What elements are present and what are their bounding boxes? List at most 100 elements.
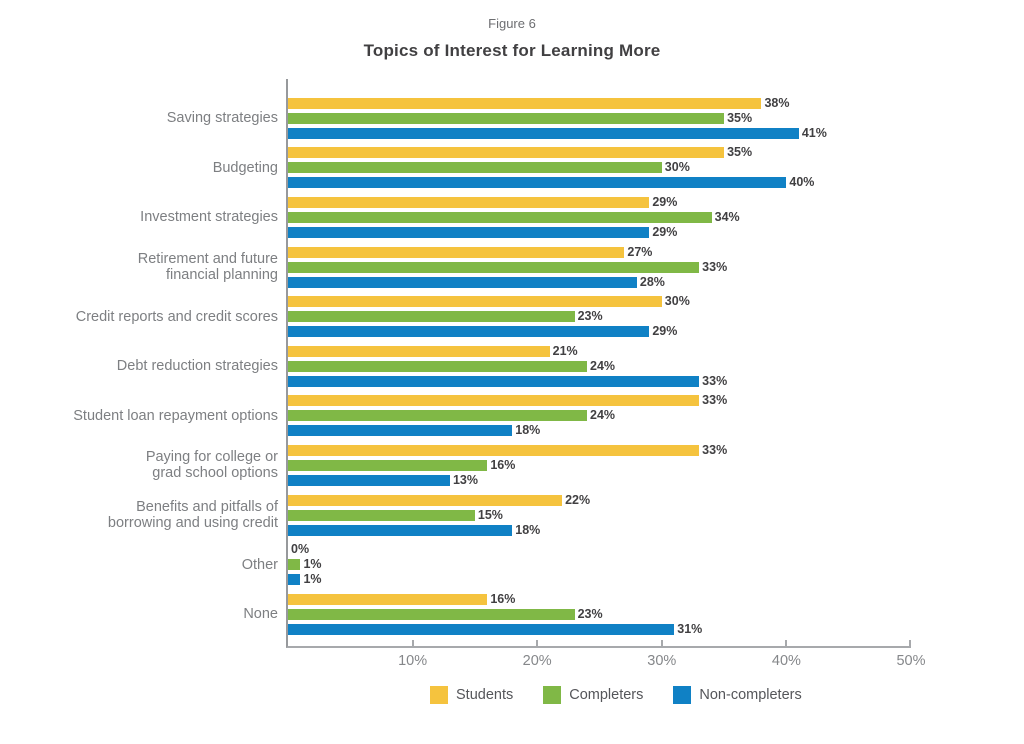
x-axis-tick	[785, 640, 788, 646]
category-label: Retirement and future financial planning	[137, 251, 278, 283]
bar-completers	[288, 162, 662, 174]
bar-value-label: 0%	[291, 542, 310, 557]
bar-non-completers	[288, 524, 513, 536]
bar-students	[288, 246, 625, 258]
x-axis-tick-label: 50%	[896, 653, 926, 669]
category-label: Debt reduction strategies	[116, 358, 278, 375]
bar-students	[288, 196, 650, 208]
category-label: Saving strategies	[166, 110, 278, 127]
bar-non-completers	[288, 623, 675, 635]
bar-value-label: 16%	[490, 457, 516, 472]
bar-value-label: 40%	[789, 175, 815, 190]
x-axis-tick-label: 40%	[771, 653, 801, 669]
bar-value-label: 1%	[303, 557, 322, 572]
legend-item-non-completers: Non-completers	[673, 686, 802, 704]
x-axis-tick	[660, 640, 663, 646]
bar-non-completers	[288, 276, 637, 288]
bar-non-completers	[288, 574, 301, 586]
bar-students	[288, 444, 700, 456]
legend-item-students: Students	[430, 686, 513, 704]
x-axis-tick	[411, 640, 414, 646]
bar-value-label: 18%	[515, 423, 541, 438]
figure-label: Figure 6	[488, 16, 536, 31]
x-axis-tick-label: 30%	[647, 653, 677, 669]
bar-non-completers	[288, 177, 787, 189]
bar-value-label: 41%	[801, 125, 827, 140]
bar-completers	[288, 360, 588, 372]
bar-students	[288, 395, 700, 407]
bar-value-label: 1%	[303, 572, 322, 587]
bar-completers	[288, 261, 700, 273]
bar-value-label: 33%	[702, 373, 728, 388]
bar-value-label: 33%	[702, 393, 728, 408]
bar-value-label: 27%	[627, 244, 653, 259]
bar-value-label: 29%	[652, 194, 678, 209]
bar-non-completers	[288, 127, 799, 139]
bar-value-label: 24%	[590, 358, 616, 373]
bar-completers	[288, 559, 301, 571]
bar-value-label: 34%	[714, 209, 740, 224]
legend-label: Completers	[569, 687, 644, 703]
legend: Students Completers Non-completers	[430, 686, 802, 704]
category-label: Budgeting	[212, 159, 278, 176]
bar-value-label: 35%	[727, 145, 753, 160]
category-label: None	[243, 606, 278, 623]
bar-value-label: 18%	[515, 522, 541, 537]
bar-students	[288, 97, 762, 109]
bar-value-label: 15%	[477, 507, 503, 522]
plot-area: 38% 35% 41% 35% 30% 40% 29% 34% 29% 27% 33% 28% 30% 2…	[286, 79, 911, 648]
bar-value-label: 24%	[590, 408, 616, 423]
bar-value-label: 28%	[639, 274, 665, 289]
bar-completers	[288, 211, 712, 223]
bar-value-label: 29%	[652, 324, 678, 339]
bar-value-label: 33%	[702, 259, 728, 274]
legend-swatch	[430, 686, 448, 704]
bar-value-label: 16%	[490, 591, 516, 606]
bar-completers	[288, 410, 588, 422]
bar-students	[288, 593, 488, 605]
category-label: Paying for college or grad school option…	[145, 449, 278, 482]
category-label: Benefits and pitfalls of borrowing and u…	[107, 499, 278, 531]
category-labels: Saving strategies Budgeting Investment str…	[0, 79, 278, 648]
category-label: Other	[241, 556, 278, 573]
bar-non-completers	[288, 326, 650, 338]
bar-completers	[288, 311, 575, 323]
x-axis-tick-label: 10%	[398, 653, 428, 669]
category-label: Credit reports and credit scores	[75, 308, 278, 325]
legend-label: Non-completers	[699, 687, 802, 703]
bar-value-label: 38%	[764, 95, 790, 110]
bar-value-label: 30%	[664, 160, 690, 175]
bar-completers	[288, 608, 575, 620]
category-label: Investment strategies	[140, 209, 278, 226]
chart-title: Topics of Interest for Learning More	[363, 41, 661, 60]
legend-item-completers: Completers	[543, 686, 643, 704]
legend-label: Students	[456, 687, 514, 703]
bar-completers	[288, 112, 725, 124]
bar-non-completers	[288, 425, 513, 437]
bar-value-label: 31%	[677, 621, 703, 636]
bar-students	[288, 147, 725, 159]
bar-value-label: 33%	[702, 442, 728, 457]
bar-completers	[288, 459, 488, 471]
bar-value-label: 23%	[577, 606, 603, 621]
bar-value-label: 13%	[452, 472, 478, 487]
x-axis-tick-label: 20%	[522, 653, 552, 669]
legend-swatch	[543, 686, 562, 704]
legend-swatch	[673, 686, 692, 704]
bar-value-label: 21%	[552, 343, 578, 358]
x-axis-tick	[536, 640, 539, 646]
bar-value-label: 35%	[727, 110, 753, 125]
bar-value-label: 29%	[652, 224, 678, 239]
bar-non-completers	[288, 375, 700, 387]
bar-students	[288, 345, 550, 357]
bar-non-completers	[288, 474, 450, 486]
bar-value-label: 30%	[664, 294, 690, 309]
category-label: Student loan repayment options	[73, 407, 278, 424]
x-axis-tick	[909, 640, 911, 646]
bar-students	[288, 296, 662, 308]
bar-completers	[288, 509, 475, 521]
bar-value-label: 23%	[577, 309, 603, 324]
bar-value-label: 22%	[565, 492, 591, 507]
bar-students	[288, 494, 563, 506]
bar-non-completers	[288, 226, 650, 238]
